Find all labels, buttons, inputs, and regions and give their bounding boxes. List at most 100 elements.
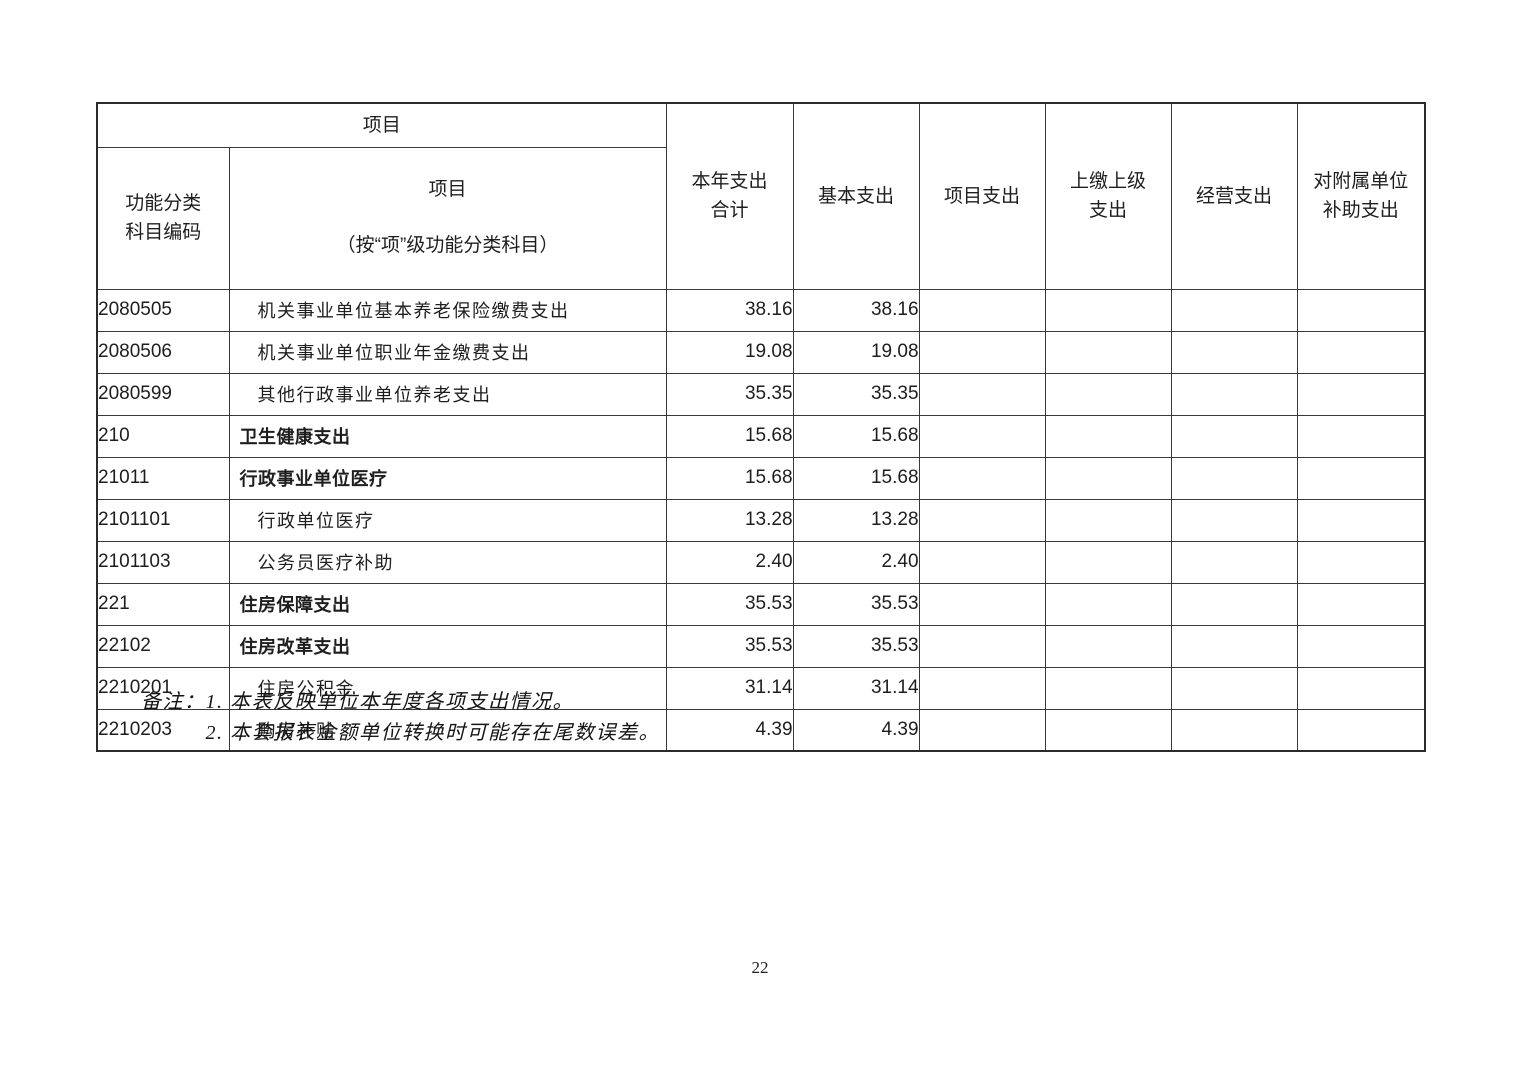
remarks-item: 1. 本表反映单位本年度各项支出情况。 bbox=[205, 691, 574, 713]
header-row-group: 项目 本年支出 合计 基本支出 项目支出 上缴上级 支出 经营支出 对附属单位 … bbox=[96, 102, 1426, 290]
cell-higher bbox=[1044, 540, 1172, 584]
cell-affiliate bbox=[1296, 456, 1426, 500]
cell-basic: 19.08 bbox=[792, 330, 920, 374]
cell-affiliate bbox=[1296, 372, 1426, 416]
cell-code: 2080599 bbox=[96, 372, 230, 416]
cell-name: 购房补贴 bbox=[228, 708, 667, 752]
cell-basic: 35.35 bbox=[792, 372, 920, 416]
cell-name: 公务员医疗补助 bbox=[228, 540, 667, 584]
cell-higher bbox=[1044, 456, 1172, 500]
cell-higher bbox=[1044, 414, 1172, 458]
cell-code: 221 bbox=[96, 582, 230, 626]
cell-affiliate bbox=[1296, 708, 1426, 752]
table-row: 2080599 其他行政事业单位养老支出 35.35 35.35 bbox=[96, 372, 1426, 416]
cell-operating bbox=[1170, 414, 1298, 458]
table-row: 2210203 购房补贴 4.39 4.39 bbox=[96, 708, 1426, 752]
cell-name: 卫生健康支出 bbox=[228, 414, 667, 458]
cell-affiliate bbox=[1296, 582, 1426, 626]
cell-basic: 13.28 bbox=[792, 498, 920, 542]
cell-project bbox=[918, 666, 1046, 710]
remarks-items: 1. 本表反映单位本年度各项支出情况。 2. 本套报表金额单位转换时可能存在尾数… bbox=[206, 687, 661, 749]
cell-code: 22102 bbox=[96, 624, 230, 668]
cell-total: 38.16 bbox=[665, 288, 794, 332]
cell-code: 2080506 bbox=[96, 330, 230, 374]
cell-name: 住房改革支出 bbox=[228, 624, 667, 668]
header-code: 功能分类 科目编码 bbox=[96, 146, 230, 290]
cell-project bbox=[918, 582, 1046, 626]
cell-total: 35.35 bbox=[665, 372, 794, 416]
header-basic: 基本支出 bbox=[792, 102, 920, 290]
table-row: 2080505 机关事业单位基本养老保险缴费支出 38.16 38.16 bbox=[96, 288, 1426, 332]
cell-basic: 4.39 bbox=[792, 708, 920, 752]
header-project: 项目支出 bbox=[918, 102, 1046, 290]
cell-total: 4.39 bbox=[665, 708, 794, 752]
cell-total: 35.53 bbox=[665, 624, 794, 668]
header-row-sub: 功能分类 科目编码 项目 （按“项”级功能分类科目） bbox=[96, 146, 1425, 290]
cell-name: 其他行政事业单位养老支出 bbox=[228, 372, 667, 416]
cell-name: 行政事业单位医疗 bbox=[228, 456, 667, 500]
cell-basic: 35.53 bbox=[792, 582, 920, 626]
cell-operating bbox=[1170, 666, 1298, 710]
cell-total: 15.68 bbox=[665, 456, 794, 500]
cell-operating bbox=[1170, 498, 1298, 542]
table-row: 2101101 行政单位医疗 13.28 13.28 bbox=[96, 498, 1426, 542]
cell-higher bbox=[1044, 582, 1172, 626]
cell-basic: 15.68 bbox=[792, 414, 920, 458]
cell-project bbox=[918, 414, 1046, 458]
cell-project bbox=[918, 540, 1046, 584]
cell-total: 35.53 bbox=[665, 582, 794, 626]
header-total: 本年支出 合计 bbox=[665, 102, 794, 290]
cell-code: 210 bbox=[96, 414, 230, 458]
cell-project bbox=[918, 624, 1046, 668]
table-row: 2101103 公务员医疗补助 2.40 2.40 bbox=[96, 540, 1426, 584]
remarks-label: 备注： bbox=[141, 691, 206, 713]
header-operating: 经营支出 bbox=[1170, 102, 1298, 290]
cell-code: 2210201 bbox=[96, 666, 230, 710]
cell-higher bbox=[1044, 708, 1172, 752]
cell-total: 2.40 bbox=[665, 540, 794, 584]
table-row: 21011 行政事业单位医疗 15.68 15.68 bbox=[96, 456, 1426, 500]
cell-affiliate bbox=[1296, 624, 1426, 668]
cell-affiliate bbox=[1296, 330, 1426, 374]
cell-higher bbox=[1044, 330, 1172, 374]
cell-total: 19.08 bbox=[665, 330, 794, 374]
cell-operating bbox=[1170, 456, 1298, 500]
cell-basic: 15.68 bbox=[792, 456, 920, 500]
cell-operating bbox=[1170, 540, 1298, 584]
cell-name: 住房公积金 bbox=[228, 666, 667, 710]
cell-project bbox=[918, 330, 1046, 374]
cell-code: 2080505 bbox=[96, 288, 230, 332]
cell-higher bbox=[1044, 498, 1172, 542]
expenditure-table: 项目 本年支出 合计 基本支出 项目支出 上缴上级 支出 经营支出 对附属单位 … bbox=[96, 102, 1427, 752]
cell-operating bbox=[1170, 330, 1298, 374]
header-group-title: 项目 bbox=[96, 102, 667, 148]
cell-operating bbox=[1170, 582, 1298, 626]
cell-code: 2101101 bbox=[96, 498, 230, 542]
cell-operating bbox=[1170, 372, 1298, 416]
header-affiliate: 对附属单位 补助支出 bbox=[1296, 102, 1426, 290]
cell-total: 15.68 bbox=[665, 414, 794, 458]
page-number: 22 bbox=[751, 958, 769, 977]
cell-affiliate bbox=[1296, 666, 1426, 710]
table-row: 2210201 住房公积金 31.14 31.14 bbox=[96, 666, 1426, 710]
cell-project bbox=[918, 288, 1046, 332]
table-row: 2080506 机关事业单位职业年金缴费支出 19.08 19.08 bbox=[96, 330, 1426, 374]
cell-basic: 31.14 bbox=[792, 666, 920, 710]
cell-affiliate bbox=[1296, 540, 1426, 584]
cell-affiliate bbox=[1296, 414, 1426, 458]
cell-operating bbox=[1170, 288, 1298, 332]
table-row: 221 住房保障支出 35.53 35.53 bbox=[96, 582, 1426, 626]
cell-total: 31.14 bbox=[665, 666, 794, 710]
cell-basic: 2.40 bbox=[792, 540, 920, 584]
cell-project bbox=[918, 708, 1046, 752]
cell-higher bbox=[1044, 288, 1172, 332]
cell-project bbox=[918, 498, 1046, 542]
cell-name: 机关事业单位职业年金缴费支出 bbox=[228, 330, 667, 374]
cell-code: 21011 bbox=[96, 456, 230, 500]
cell-operating bbox=[1170, 708, 1298, 752]
cell-operating bbox=[1170, 624, 1298, 668]
cell-project bbox=[918, 372, 1046, 416]
cell-project bbox=[918, 456, 1046, 500]
cell-basic: 38.16 bbox=[792, 288, 920, 332]
